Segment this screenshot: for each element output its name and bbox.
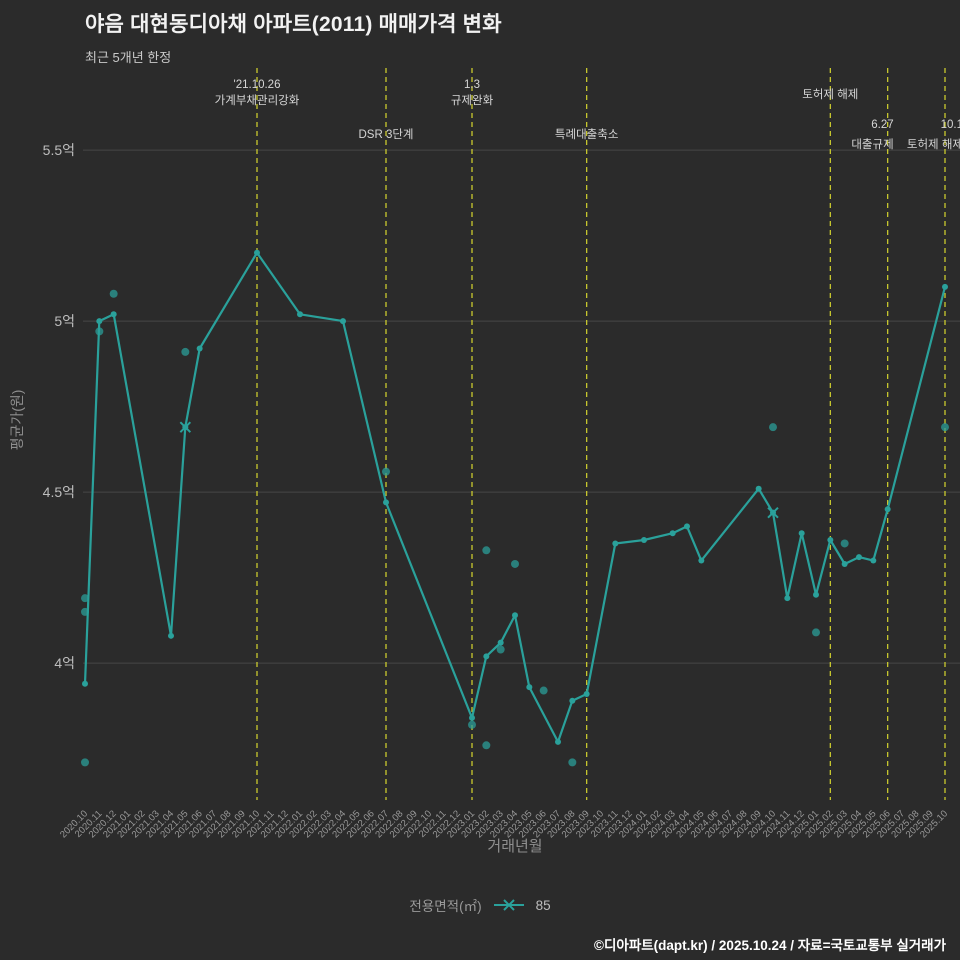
line-point [669, 530, 676, 537]
line-point [813, 591, 819, 598]
legend: 전용면적(㎡) 85 [0, 895, 960, 915]
line-point [841, 560, 848, 567]
event-label: 10.1 [941, 119, 960, 131]
event-label: 6.27 [871, 119, 893, 131]
line-point [870, 557, 877, 564]
event-label: 특례대출축소 [555, 128, 618, 141]
line-point [196, 345, 203, 352]
legend-line-marker-icon [493, 899, 524, 911]
line-point [96, 318, 103, 325]
scatter-point [482, 546, 491, 555]
chart-header: 야음 대현동디아채 아파트(2011) 매매가격 변화 최근 5개년 한정 [85, 8, 502, 66]
scatter-point [812, 628, 820, 637]
line-point [110, 311, 117, 318]
line-point [82, 680, 88, 687]
line-point [884, 506, 891, 513]
scatter-point [769, 423, 777, 432]
scatter-point [81, 607, 89, 616]
x-axis-label: 거래년월 [487, 838, 542, 855]
line-point [340, 318, 346, 325]
scatter-point [511, 559, 519, 568]
line-point [569, 697, 576, 704]
scatter-point [95, 327, 104, 336]
line-point [755, 485, 762, 492]
y-tick-label: 4억 [54, 655, 75, 671]
scatter-point [181, 347, 190, 356]
line-point [641, 537, 647, 544]
line-point [526, 684, 533, 691]
scatter-point [840, 539, 849, 548]
line-point [698, 557, 705, 564]
line-point [383, 499, 389, 506]
line-point [254, 249, 260, 256]
event-label: 규제완화 [451, 94, 494, 107]
legend-series-label: 85 [535, 897, 551, 913]
event-label: 대출규제 [851, 138, 893, 151]
page-title: 야음 대현동디아채 아파트(2011) 매매가격 변화 [85, 13, 502, 36]
event-label: 1.3 [464, 79, 480, 91]
line-point [784, 595, 791, 602]
line-point [612, 540, 619, 547]
line-point [583, 690, 590, 697]
event-label: 가계부채관리강화 [215, 94, 300, 107]
line-point [168, 632, 174, 639]
scatter-point [382, 467, 390, 476]
line-point [512, 612, 518, 619]
y-tick-label: 4.5억 [43, 484, 75, 500]
line-point [827, 537, 834, 544]
scatter-point [109, 289, 118, 298]
event-label: 토허제 해제 [907, 138, 960, 151]
y-tick-label: 5.5억 [43, 142, 75, 158]
scatter-point [496, 645, 505, 654]
series-x-marker [767, 506, 779, 519]
y-tick-label: 5억 [54, 313, 75, 329]
event-label: 토허제 해제 [802, 88, 858, 101]
y-axis-label: 평균가(원) [9, 390, 25, 451]
footer-credit: ©디아파트(dapt.kr) / 2025.10.24 / 자료=국토교통부 실… [594, 938, 946, 953]
line-point [497, 639, 504, 646]
legend-title: 전용면적(㎡) [409, 899, 482, 914]
series-x-marker [179, 421, 192, 433]
event-label: DSR 3단계 [358, 128, 413, 141]
line-point [856, 554, 862, 561]
scatter-point [941, 423, 949, 432]
line-point [483, 653, 490, 660]
scatter-point [81, 758, 89, 767]
line-point [469, 714, 475, 721]
scatter-point [568, 758, 577, 767]
price-line [83, 251, 947, 743]
line-point [684, 523, 690, 530]
event-label: '21.10.26 [234, 79, 281, 91]
line-point [942, 283, 948, 290]
scatter-point [81, 594, 89, 603]
scatter-point [482, 741, 491, 750]
scatter-point [468, 720, 476, 729]
scatter-point [539, 686, 548, 695]
line-point [798, 530, 805, 537]
line-point [555, 738, 561, 745]
page-subtitle: 최근 5개년 한정 [85, 50, 172, 65]
line-point [297, 311, 303, 318]
